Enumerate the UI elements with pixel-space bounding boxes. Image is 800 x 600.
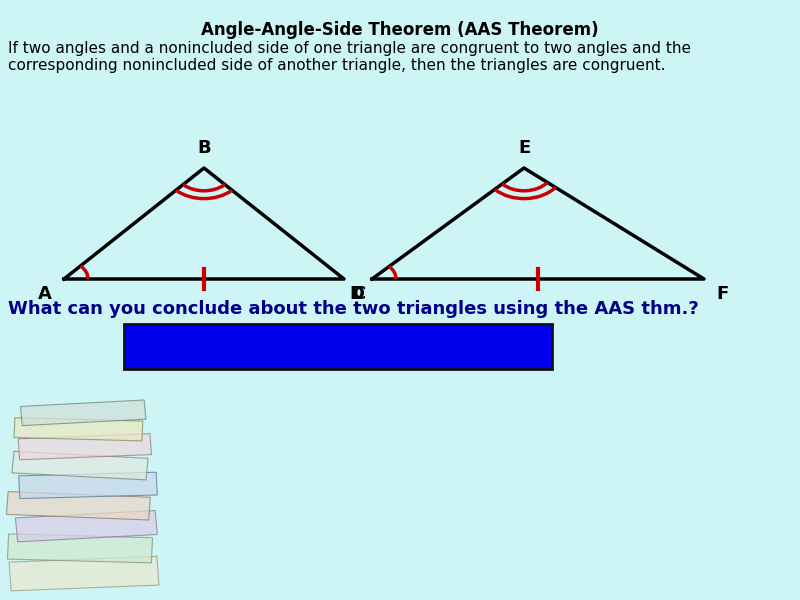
Polygon shape bbox=[21, 400, 146, 425]
Polygon shape bbox=[15, 511, 158, 542]
Text: A: A bbox=[38, 285, 52, 303]
Polygon shape bbox=[18, 434, 151, 460]
Polygon shape bbox=[9, 556, 159, 591]
FancyBboxPatch shape bbox=[124, 324, 552, 369]
Polygon shape bbox=[12, 451, 148, 480]
Text: B: B bbox=[197, 139, 211, 157]
Text: D: D bbox=[349, 285, 364, 303]
Text: F: F bbox=[716, 285, 728, 303]
Polygon shape bbox=[18, 472, 158, 499]
Text: E: E bbox=[518, 139, 530, 157]
Polygon shape bbox=[7, 534, 153, 563]
Polygon shape bbox=[14, 418, 143, 441]
Text: Angle-Angle-Side Theorem (AAS Theorem): Angle-Angle-Side Theorem (AAS Theorem) bbox=[201, 21, 599, 39]
Text: C: C bbox=[352, 285, 366, 303]
Text: What can you conclude about the two triangles using the AAS thm.?: What can you conclude about the two tria… bbox=[8, 300, 698, 318]
Text: If two angles and a nonincluded side of one triangle are congruent to two angles: If two angles and a nonincluded side of … bbox=[8, 41, 691, 73]
Polygon shape bbox=[6, 491, 150, 520]
